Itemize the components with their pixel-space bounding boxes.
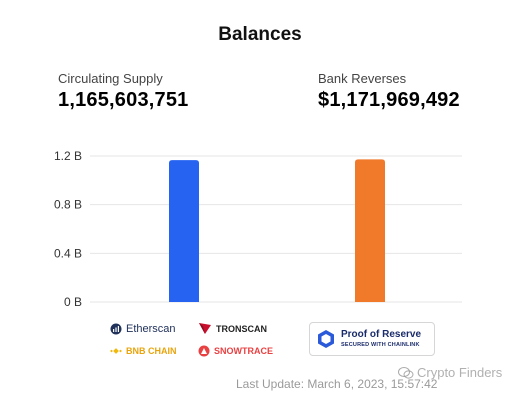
y-tick-label-0: 0 B: [64, 295, 82, 309]
last-update-text: Last Update: March 6, 2023, 15:57:42: [236, 377, 438, 391]
snowtrace-label: SNOWTRACE: [214, 346, 273, 356]
proof-of-reserve-badge[interactable]: Proof of Reserve SECURED WITH CHAINLINK: [309, 322, 435, 356]
tronscan-icon: [199, 323, 211, 334]
tronscan-label: TRONSCAN: [216, 323, 267, 334]
reserves-label: Bank Reverses: [318, 71, 407, 86]
bar-circulating-supply: [169, 160, 199, 302]
bnbchain-icon: [110, 348, 122, 354]
watermark: Crypto Finders: [398, 365, 502, 380]
etherscan-label: Etherscan: [126, 323, 176, 335]
bnbchain-label: BNB CHAIN: [126, 346, 177, 356]
watermark-label: Crypto Finders: [417, 365, 503, 380]
supply-label: Circulating Supply: [58, 71, 163, 86]
bar-bank-reverses: [355, 159, 385, 302]
supply-value: 1,165,603,751: [58, 89, 189, 111]
etherscan-icon: [110, 323, 122, 335]
etherscan-logo[interactable]: Etherscan: [110, 323, 176, 335]
chainlink-hexagon-icon: [318, 330, 334, 348]
snowtrace-logo[interactable]: SNOWTRACE: [198, 345, 273, 357]
y-tick-label-3: 1.2 B: [54, 149, 82, 163]
wechat-icon: [398, 366, 414, 379]
proof-of-reserve-subtitle: SECURED WITH CHAINLINK: [341, 342, 420, 348]
proof-of-reserve-title: Proof of Reserve: [341, 329, 422, 340]
reserves-value: $1,171,969,492: [318, 89, 460, 111]
chart-title: Balances: [218, 24, 302, 45]
snowtrace-icon: [198, 345, 210, 357]
bnbchain-logo[interactable]: BNB CHAIN: [110, 345, 177, 357]
y-tick-label-1: 0.4 B: [54, 246, 82, 260]
tronscan-logo[interactable]: TRONSCAN: [198, 322, 267, 335]
y-tick-label-2: 0.8 B: [54, 198, 82, 212]
